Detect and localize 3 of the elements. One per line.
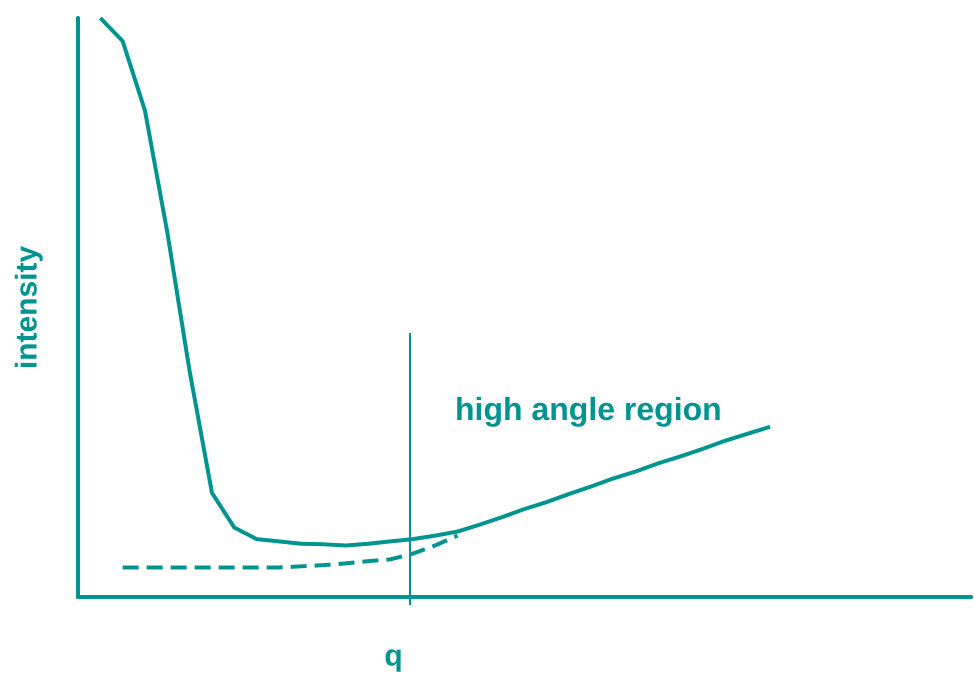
annotation: high angle region [455, 391, 722, 427]
y-axis-title: intensity [10, 246, 44, 370]
x-axis-title: q [384, 640, 403, 672]
